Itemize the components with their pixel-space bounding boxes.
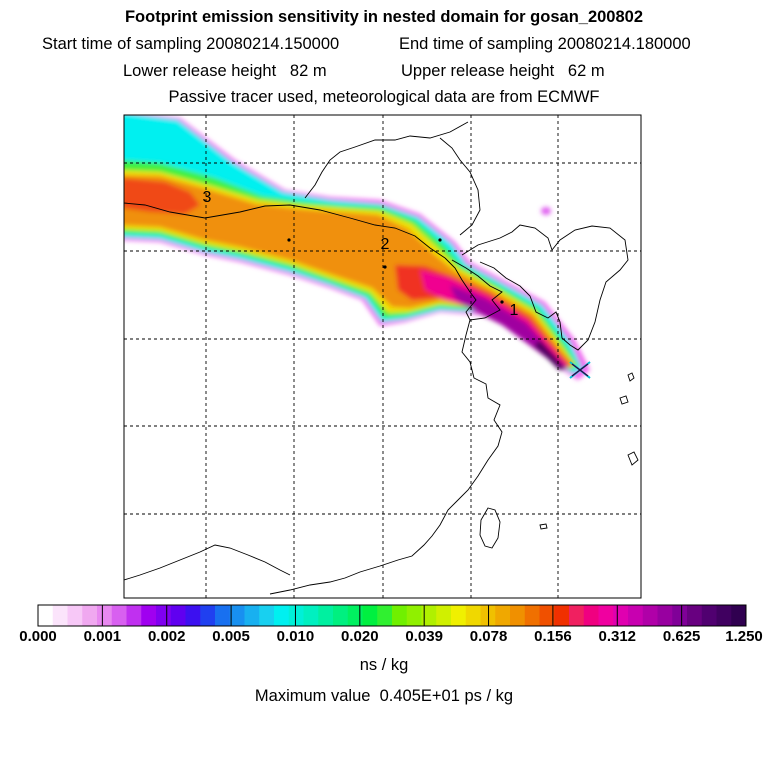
plume-orange — [124, 175, 573, 367]
colorbar-cell — [229, 605, 245, 626]
coastlines — [124, 121, 639, 595]
plume-isolated-spot — [541, 207, 551, 215]
colorbar-cell — [598, 605, 614, 626]
colorbar-cell — [731, 605, 747, 626]
island-3 — [627, 451, 639, 466]
tracer-label: Passive tracer used, meteorological data… — [168, 88, 600, 106]
colorbar-cell — [259, 605, 275, 626]
colorbar-cell — [465, 605, 481, 626]
colorbar-cell — [583, 605, 599, 626]
colorbar-tick-label: 0.002 — [147, 628, 186, 645]
trajectory-label-2: 2 — [381, 236, 390, 253]
island-1 — [627, 372, 635, 382]
trajectory-dot — [287, 238, 291, 242]
colorbar-tick-label: 0.000 — [19, 628, 57, 645]
colorbar-cell — [156, 605, 172, 626]
colorbar-tick-label: 0.078 — [469, 628, 508, 645]
coastline-south — [124, 544, 291, 581]
colorbar-cell — [392, 605, 408, 626]
colorbar-cell — [569, 605, 585, 626]
colorbar-cell — [613, 605, 629, 626]
border-line-north — [304, 121, 469, 199]
colorbar-cell — [716, 605, 732, 626]
colorbar-cell — [687, 605, 703, 626]
colorbar-cell — [215, 605, 231, 626]
colorbar-tick-label: 0.039 — [405, 628, 443, 645]
colorbar-cell — [451, 605, 467, 626]
map-panel: 1 2 3 — [123, 114, 642, 599]
colorbar-cell — [524, 605, 540, 626]
colorbar-cell — [701, 605, 717, 626]
maximum-value-label: Maximum value 0.405E+01 ps / kg — [254, 687, 514, 705]
colorbar-tick-label: 1.250 — [725, 628, 763, 645]
colorbar-frame — [37, 604, 747, 627]
coastline-east-china — [269, 319, 503, 595]
colorbar-cell — [244, 605, 260, 626]
colorbar-cell — [377, 605, 393, 626]
colorbar-cell — [170, 605, 186, 626]
colorbar-cell — [554, 605, 570, 626]
release-site-marker — [569, 361, 591, 379]
colorbar-cell — [495, 605, 511, 626]
colorbar-tick-label: 0.010 — [276, 628, 315, 645]
colorbar-tick-label: 0.005 — [212, 628, 250, 645]
colorbar-cell — [274, 605, 290, 626]
colorbar-cell — [436, 605, 452, 626]
colorbar-cell — [111, 605, 127, 626]
lower-height-label: Lower release height 82 m — [123, 62, 327, 80]
colorbar-cell — [288, 605, 304, 626]
end-time-label: End time of sampling 20080214.180000 — [399, 35, 691, 53]
colorbar-cell — [362, 605, 378, 626]
island-4 — [539, 523, 548, 530]
colorbar-cell — [657, 605, 673, 626]
colorbar-cell — [82, 605, 98, 626]
colorbar — [37, 604, 747, 627]
release-marker-stroke — [571, 363, 589, 377]
trajectory-dot — [500, 300, 504, 304]
colorbar-cell — [347, 605, 363, 626]
colorbar-cell — [141, 605, 157, 626]
colorbar-cell — [672, 605, 688, 626]
colorbar-unit-label: ns / kg — [359, 656, 409, 674]
colorbar-cell — [539, 605, 555, 626]
start-time-label: Start time of sampling 20080214.150000 — [42, 35, 340, 53]
coastline-bohai — [444, 257, 503, 321]
coastline-korea — [461, 224, 629, 351]
colorbar-cell — [421, 605, 437, 626]
chart-title: Footprint emission sensitivity in nested… — [124, 8, 644, 26]
colorbar-cell — [185, 605, 201, 626]
colorbar-cell — [126, 605, 142, 626]
trajectory-dot — [438, 238, 442, 242]
colorbar-cell — [333, 605, 349, 626]
colorbar-cell — [67, 605, 83, 626]
colorbar-tick-label: 0.625 — [662, 628, 701, 645]
colorbar-tick-label: 0.312 — [598, 628, 637, 645]
colorbar-tick-label: 0.020 — [341, 628, 379, 645]
island-2 — [619, 395, 629, 405]
colorbar-cell — [52, 605, 68, 626]
colorbar-cell — [406, 605, 422, 626]
colorbar-cell — [303, 605, 319, 626]
colorbar-tick-label: 0.001 — [83, 628, 122, 645]
colorbar-cell — [642, 605, 658, 626]
trajectory-dot — [383, 265, 387, 269]
colorbar-cell — [97, 605, 113, 626]
colorbar-cell — [38, 605, 54, 626]
map-frame — [123, 114, 642, 599]
colorbar-cell — [628, 605, 644, 626]
colorbar-cell — [200, 605, 216, 626]
colorbar-tick-label: 0.156 — [534, 628, 572, 645]
trajectory-label-1: 1 — [510, 302, 519, 319]
colorbar-cell — [318, 605, 334, 626]
china-river-outline — [439, 137, 481, 236]
map-gridlines — [124, 115, 641, 598]
upper-height-label: Upper release height 62 m — [401, 62, 605, 80]
trajectory-markers: 1 2 3 — [203, 189, 519, 319]
colorbar-cell — [510, 605, 526, 626]
trajectory-label-3: 3 — [203, 189, 212, 206]
border-line — [124, 202, 446, 259]
